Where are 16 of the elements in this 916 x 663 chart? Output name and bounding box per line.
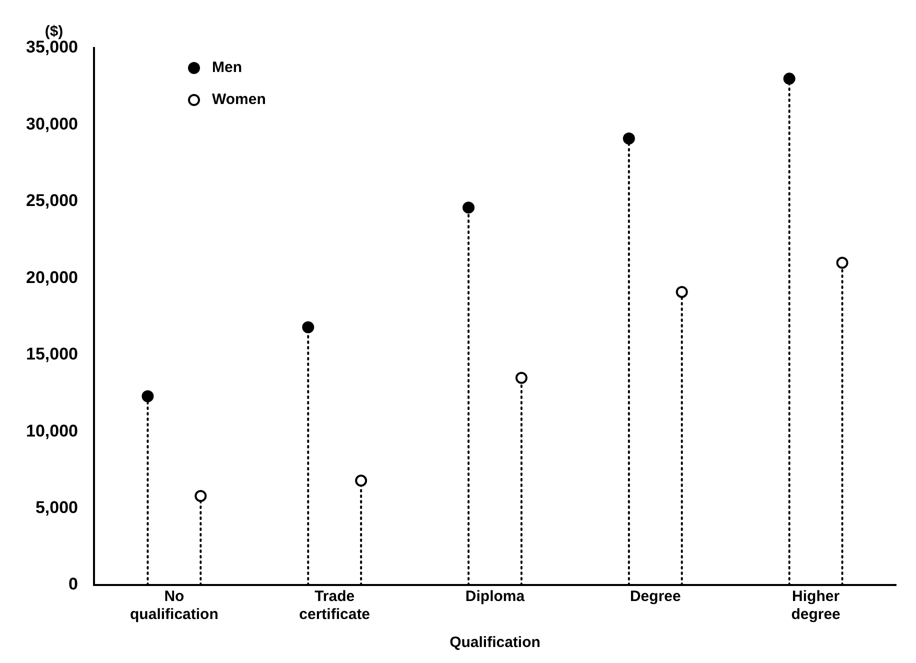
y-tick-label: 20,000 — [26, 268, 78, 287]
x-tick-label: No qualification — [130, 588, 218, 624]
y-tick-label: 30,000 — [26, 114, 78, 134]
y-tick-label: 0 — [68, 574, 78, 594]
y-tick-label: 15,000 — [26, 344, 78, 364]
x-tick-label: Diploma — [465, 588, 526, 606]
x-axis-title: Qualification — [450, 634, 540, 651]
x-tick-label: Degree — [630, 588, 681, 606]
y-axis-title: ($) — [44, 23, 64, 40]
y-tick-label: 5,000 — [35, 498, 78, 517]
legend-label: Women — [212, 91, 266, 108]
y-tick-label: 10,000 — [26, 421, 78, 440]
y-tick-label: 25,000 — [26, 191, 78, 210]
x-tick-label: Higher degree — [791, 588, 840, 624]
legend-label: Men — [212, 59, 242, 76]
x-tick-label: Trade certificate — [299, 588, 370, 624]
